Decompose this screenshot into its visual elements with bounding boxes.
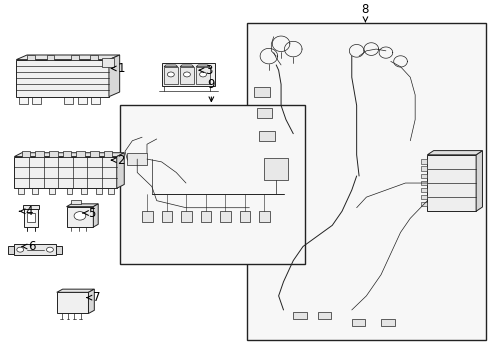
Bar	[19, 97, 28, 104]
Bar	[81, 187, 87, 194]
Bar	[90, 151, 99, 157]
Bar	[420, 181, 427, 185]
Polygon shape	[264, 158, 288, 180]
Bar	[420, 202, 427, 206]
Polygon shape	[8, 246, 14, 253]
Bar	[102, 58, 114, 67]
Polygon shape	[293, 312, 306, 319]
Polygon shape	[475, 150, 482, 211]
Text: 9: 9	[207, 78, 215, 102]
Bar	[18, 187, 23, 194]
Bar	[32, 97, 41, 104]
Bar	[35, 151, 44, 157]
Polygon shape	[427, 150, 482, 155]
Polygon shape	[109, 55, 120, 97]
Bar	[49, 187, 55, 194]
Bar	[78, 97, 86, 104]
Bar	[420, 159, 427, 164]
Polygon shape	[117, 153, 124, 188]
Bar	[27, 55, 35, 60]
Text: 8: 8	[361, 3, 368, 22]
Bar	[66, 187, 72, 194]
Bar	[27, 213, 35, 222]
Polygon shape	[14, 244, 56, 255]
Polygon shape	[259, 211, 269, 222]
Polygon shape	[22, 205, 39, 209]
Polygon shape	[239, 211, 250, 222]
Bar	[420, 188, 427, 192]
Circle shape	[199, 72, 206, 77]
Circle shape	[74, 212, 85, 220]
Polygon shape	[180, 65, 193, 67]
Polygon shape	[57, 289, 94, 292]
Text: 4: 4	[20, 205, 32, 218]
Polygon shape	[24, 209, 38, 227]
Bar	[96, 187, 102, 194]
Polygon shape	[163, 65, 177, 67]
Bar	[62, 151, 71, 157]
Polygon shape	[66, 207, 93, 227]
Bar	[64, 97, 73, 104]
Bar	[49, 151, 58, 157]
Polygon shape	[66, 204, 98, 207]
Bar	[420, 195, 427, 199]
Polygon shape	[380, 319, 394, 326]
Bar	[246, 23, 485, 340]
Polygon shape	[181, 211, 191, 222]
Bar	[420, 166, 427, 171]
Polygon shape	[351, 319, 365, 326]
Circle shape	[183, 72, 190, 77]
Text: 5: 5	[82, 207, 96, 220]
Bar	[90, 55, 98, 60]
Text: 3: 3	[199, 64, 212, 77]
Text: 6: 6	[22, 240, 36, 253]
Text: 1: 1	[111, 62, 125, 75]
Polygon shape	[142, 211, 153, 222]
Bar	[91, 97, 100, 104]
Bar	[420, 174, 427, 178]
Polygon shape	[93, 204, 98, 227]
Bar	[71, 199, 81, 204]
Polygon shape	[161, 63, 215, 86]
Bar	[71, 55, 79, 60]
Bar	[21, 151, 30, 157]
Text: 2: 2	[111, 154, 125, 167]
Polygon shape	[14, 153, 124, 157]
Polygon shape	[88, 289, 94, 314]
Polygon shape	[317, 312, 330, 319]
Polygon shape	[57, 292, 88, 314]
Bar	[46, 55, 54, 60]
Polygon shape	[127, 153, 147, 165]
Bar	[108, 187, 114, 194]
Polygon shape	[16, 60, 109, 97]
Polygon shape	[16, 55, 120, 60]
Polygon shape	[259, 131, 274, 141]
Bar	[76, 151, 85, 157]
Text: 7: 7	[87, 291, 101, 304]
Bar	[32, 187, 38, 194]
Polygon shape	[196, 67, 209, 84]
Circle shape	[46, 247, 53, 252]
Polygon shape	[220, 211, 230, 222]
Polygon shape	[256, 108, 272, 118]
Polygon shape	[427, 155, 475, 211]
Polygon shape	[161, 211, 172, 222]
Polygon shape	[56, 246, 61, 253]
Polygon shape	[163, 67, 177, 84]
Circle shape	[167, 72, 174, 77]
Bar	[120, 105, 305, 264]
Polygon shape	[196, 65, 209, 67]
Bar	[103, 151, 112, 157]
Polygon shape	[14, 157, 117, 188]
Polygon shape	[254, 87, 269, 97]
Polygon shape	[180, 67, 193, 84]
Polygon shape	[200, 211, 211, 222]
Circle shape	[17, 247, 23, 252]
